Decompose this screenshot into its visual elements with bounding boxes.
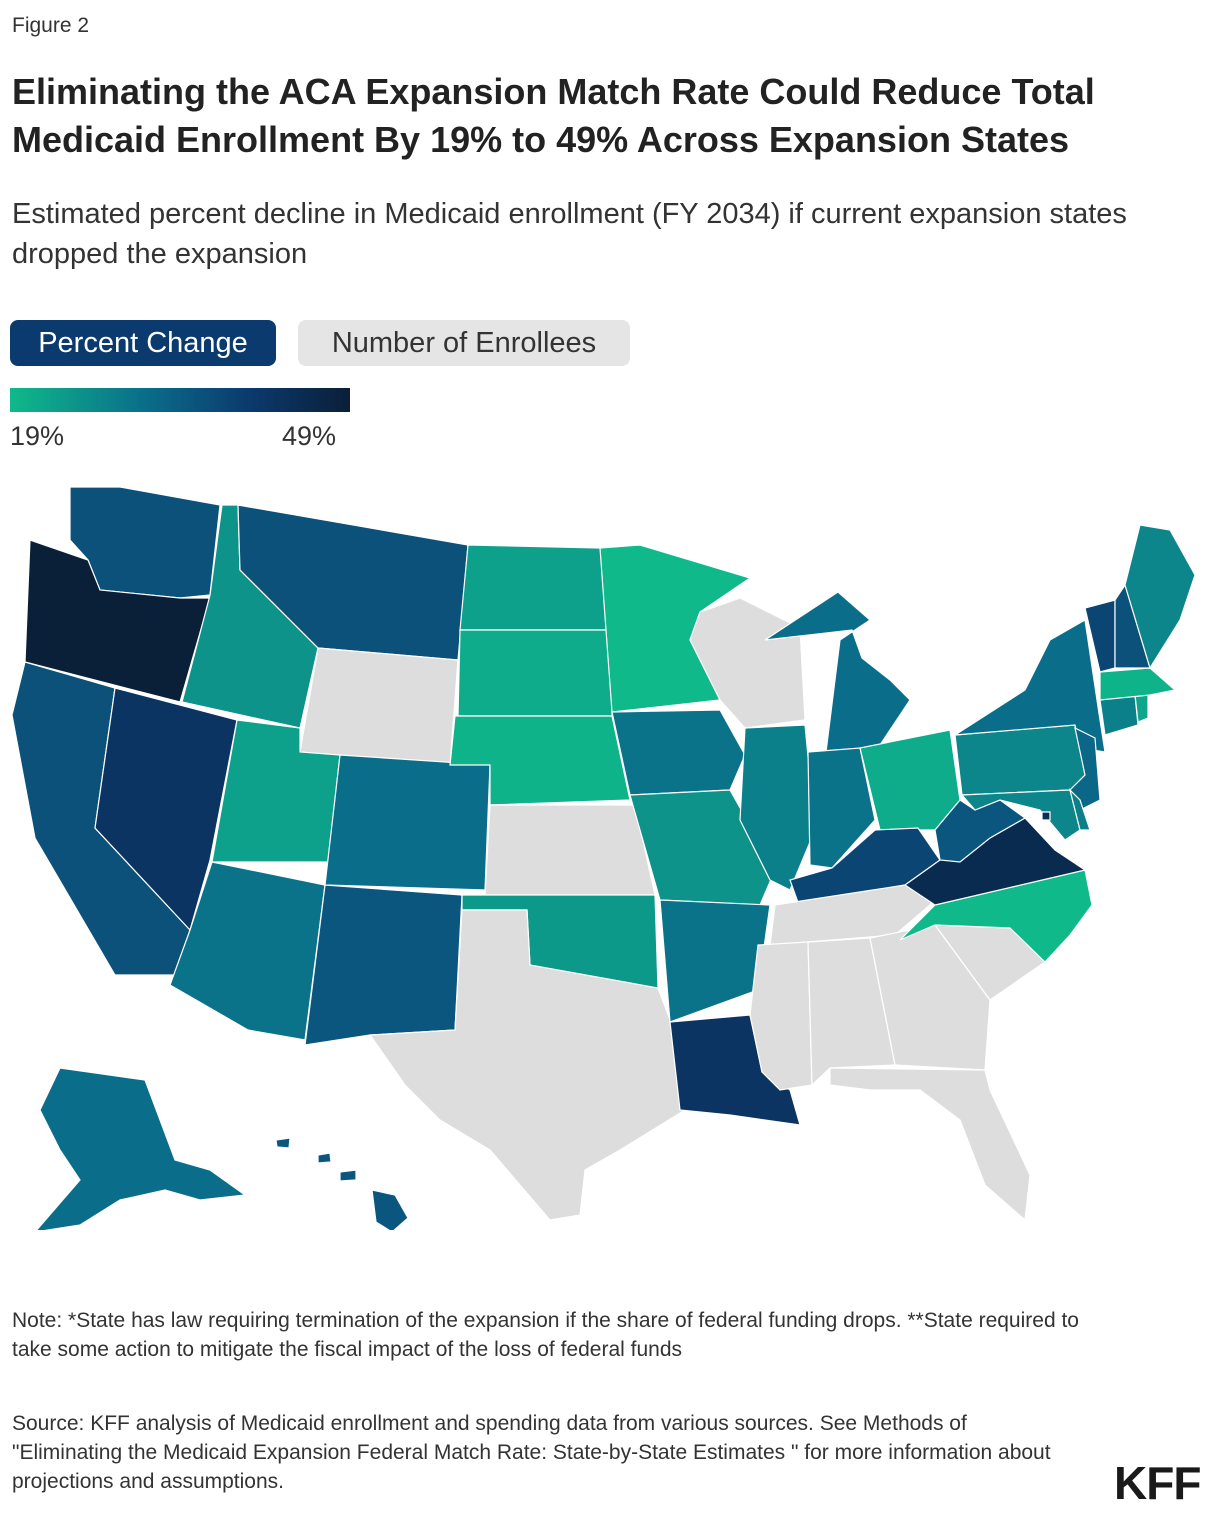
state-AL xyxy=(807,937,896,1087)
state-WY xyxy=(299,647,459,766)
us-choropleth-map xyxy=(11,486,1196,1230)
state-SD xyxy=(457,629,613,717)
state-WV xyxy=(934,799,1027,863)
state-OH xyxy=(859,729,961,831)
scale-max-label: 49% xyxy=(282,421,337,451)
state-IL xyxy=(739,724,816,891)
source-text: Source: KFF analysis of Medicaid enrollm… xyxy=(12,1412,1051,1493)
state-CT xyxy=(1099,694,1139,736)
footnote: Note: *State has law requiring terminati… xyxy=(12,1309,1079,1361)
state-AK xyxy=(35,1067,247,1230)
state-DC xyxy=(1041,811,1051,821)
state-FL xyxy=(829,1067,1031,1222)
scale-min-label: 19% xyxy=(10,421,65,451)
color-scale-bar xyxy=(10,388,350,412)
number-of-enrollees-tab[interactable]: Number of Enrollees xyxy=(298,320,630,366)
kff-logo: KFF xyxy=(1114,1457,1201,1509)
state-OR xyxy=(24,539,211,703)
chart-subtitle: Estimated percent decline in Medicaid en… xyxy=(12,198,1127,270)
state-PA xyxy=(954,724,1086,796)
state-MO xyxy=(629,789,776,906)
state-NV xyxy=(94,687,238,932)
state-ND xyxy=(459,544,613,631)
state-HI xyxy=(275,1137,409,1230)
state-CO xyxy=(324,754,491,891)
state-NM xyxy=(304,884,463,1046)
state-KS xyxy=(484,804,656,896)
state-DE xyxy=(1068,788,1091,831)
state-IA xyxy=(611,709,746,796)
state-NC xyxy=(899,869,1093,963)
state-WI xyxy=(689,597,806,729)
percent-change-tab[interactable]: Percent Change xyxy=(10,320,276,366)
state-ME xyxy=(1124,524,1196,670)
state-MA xyxy=(1099,667,1177,701)
state-RI xyxy=(1134,694,1149,723)
state-TX xyxy=(368,909,686,1221)
state-IN xyxy=(807,747,876,869)
chart-title: Eliminating the ACA Expansion Match Rate… xyxy=(12,71,1095,160)
figure-label: Figure 2 xyxy=(12,14,90,37)
